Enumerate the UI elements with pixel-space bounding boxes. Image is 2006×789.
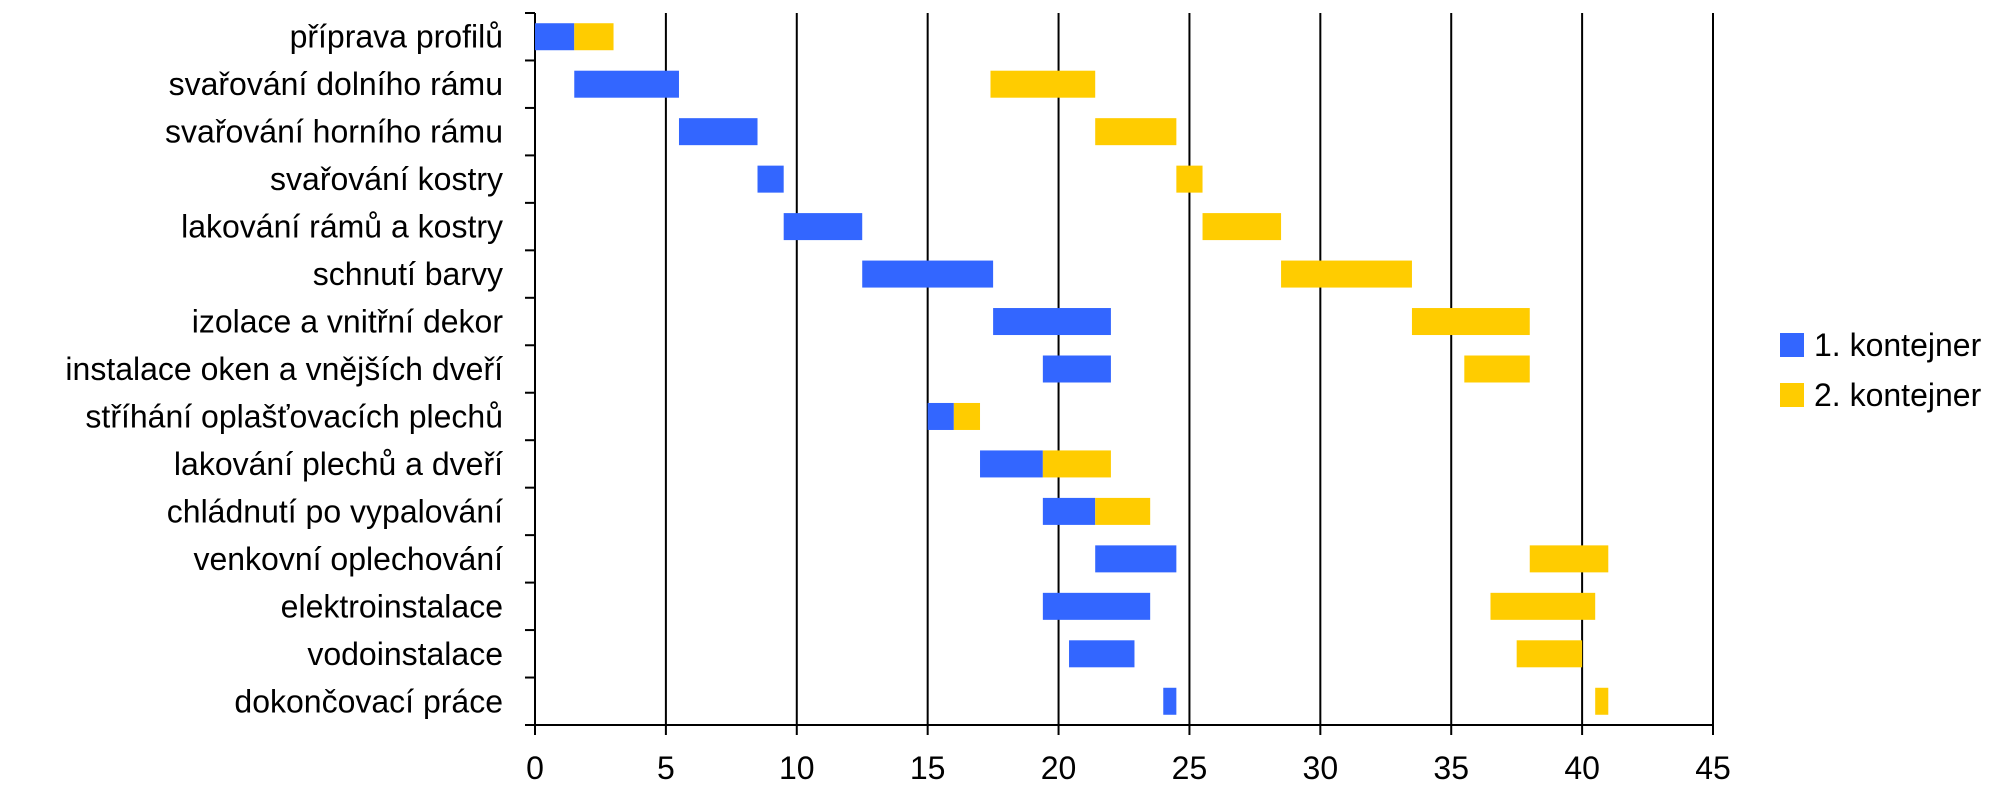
value-tick-label: 45 [1695, 750, 1731, 786]
bar-series-2 [990, 70, 1096, 98]
category-label: vodoinstalace [307, 636, 503, 672]
bar-series-1 [862, 260, 994, 288]
bar-series-1 [1042, 497, 1096, 525]
category-label: svařování horního rámu [165, 114, 503, 150]
bar-series-1 [1095, 545, 1177, 573]
bar-series-2 [1529, 545, 1609, 573]
legend-label: 1. kontejner [1814, 327, 1982, 363]
bars [535, 23, 1609, 715]
bar-series-2 [1202, 213, 1282, 241]
bar-series-2 [1042, 450, 1111, 478]
bar-series-2 [953, 402, 981, 430]
category-label: chládnutí po vypalování [167, 493, 503, 529]
bar-series-1 [783, 213, 863, 241]
category-label: příprava profilů [290, 19, 503, 55]
bar-series-1 [678, 118, 758, 146]
value-tick-label: 5 [657, 750, 675, 786]
value-tick-label: 30 [1303, 750, 1339, 786]
value-tick-label: 0 [526, 750, 544, 786]
bar-series-1 [927, 402, 954, 430]
legend: 1. kontejner 2. kontejner [1780, 327, 1982, 413]
category-label: lakování plechů a dveří [174, 446, 503, 482]
bar-series-2 [1411, 308, 1530, 336]
bar-series-2 [574, 23, 614, 51]
bar-series-1 [980, 450, 1043, 478]
value-tick-label: 35 [1433, 750, 1469, 786]
bar-series-1 [757, 165, 784, 193]
category-label: schnutí barvy [313, 256, 503, 292]
value-tick-label: 40 [1564, 750, 1600, 786]
category-label: dokončovací práce [234, 683, 503, 719]
value-axis: 0 5 10 15 20 25 30 35 40 45 [526, 724, 1731, 786]
bar-series-1 [535, 23, 575, 51]
category-label: izolace a vnitřní dekor [192, 304, 504, 340]
value-tick-label: 20 [1041, 750, 1077, 786]
bar-series-2 [1281, 260, 1412, 288]
bar-series-1 [574, 70, 679, 98]
category-label: instalace oken a vnějších dveří [65, 351, 503, 387]
category-label: elektroinstalace [281, 588, 503, 624]
category-axis: příprava profilů svařování dolního rámu sv… [65, 12, 536, 726]
value-tick-label: 10 [779, 750, 815, 786]
bar-series-1 [1042, 355, 1111, 383]
bar-series-2 [1095, 118, 1177, 146]
bar-series-2 [1516, 640, 1583, 668]
bar-series-1 [1042, 592, 1151, 620]
value-tick-label: 15 [910, 750, 946, 786]
category-label: svařování kostry [270, 161, 503, 197]
category-label: stříhání oplašťovacích plechů [85, 398, 503, 434]
legend-label: 2. kontejner [1814, 377, 1982, 413]
bar-series-2 [1464, 355, 1530, 383]
category-label: lakování rámů a kostry [181, 209, 503, 245]
bar-series-1 [1069, 640, 1135, 668]
bar-series-2 [1095, 497, 1151, 525]
legend-swatch [1780, 383, 1804, 407]
bar-series-2 [1595, 687, 1609, 715]
bar-series-1 [1163, 687, 1177, 715]
category-label: venkovní oplechování [193, 541, 503, 577]
bar-series-2 [1490, 592, 1596, 620]
bar-series-1 [993, 308, 1111, 336]
legend-swatch [1780, 333, 1804, 357]
bar-series-2 [1176, 165, 1203, 193]
value-tick-label: 25 [1172, 750, 1208, 786]
grid-lines [664, 13, 1714, 725]
category-label: svařování dolního rámu [169, 66, 503, 102]
